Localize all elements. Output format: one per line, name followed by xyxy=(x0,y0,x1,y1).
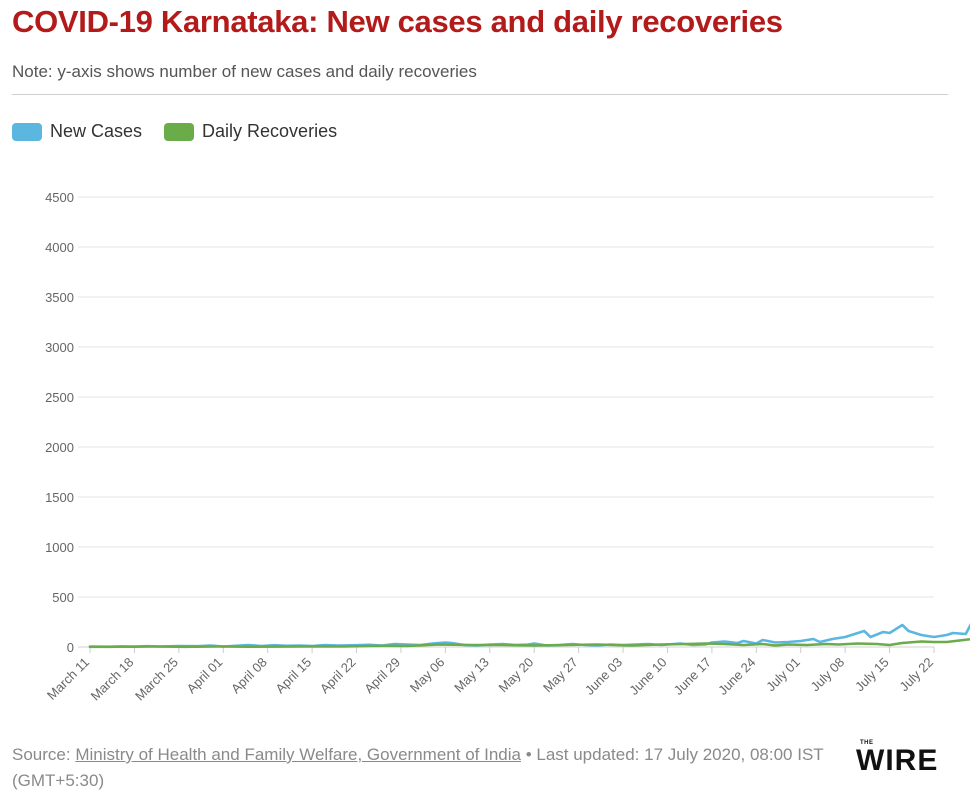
chart-gridlines xyxy=(78,196,934,648)
x-tick-label: April 08 xyxy=(228,655,270,697)
x-tick-label: May 13 xyxy=(451,655,492,696)
legend-item-daily-recoveries[interactable]: Daily Recoveries xyxy=(164,121,337,142)
chart-legend: New Cases Daily Recoveries xyxy=(12,121,337,142)
series-line-daily-recoveries xyxy=(88,637,970,649)
y-tick-label: 0 xyxy=(67,640,74,655)
x-tick-label: March 11 xyxy=(44,655,92,703)
y-tick-label: 2000 xyxy=(45,440,74,455)
y-tick-label: 4500 xyxy=(45,190,74,205)
legend-label-new-cases: New Cases xyxy=(50,121,143,141)
legend-swatch-new-cases xyxy=(12,122,42,141)
x-tick-label: April 29 xyxy=(361,655,403,697)
header-divider xyxy=(12,94,948,95)
x-tick-label: June 24 xyxy=(715,655,758,698)
x-tick-label: June 17 xyxy=(671,655,714,698)
y-tick-label: 3000 xyxy=(45,340,74,355)
y-tick-label: 500 xyxy=(52,590,74,605)
legend-label-daily-recoveries: Daily Recoveries xyxy=(202,121,338,141)
x-tick-label: June 03 xyxy=(582,655,625,698)
x-tick-label: May 20 xyxy=(496,655,537,696)
legend-swatch-daily-recoveries xyxy=(164,122,195,141)
chart-note: Note: y-axis shows number of new cases a… xyxy=(12,62,477,81)
y-tick-label: 1500 xyxy=(45,490,74,505)
footer-source: Source: Ministry of Health and Family We… xyxy=(12,742,832,794)
source-link[interactable]: Ministry of Health and Family Welfare, G… xyxy=(75,745,521,764)
x-tick-label: March 25 xyxy=(132,655,181,704)
x-tick-label: April 01 xyxy=(184,655,226,697)
x-tick-label: July 08 xyxy=(808,655,848,695)
x-tick-label: May 27 xyxy=(540,655,581,696)
source-prefix: Source: xyxy=(12,745,76,764)
x-tick-label: June 10 xyxy=(626,655,669,698)
chart-series xyxy=(88,623,970,649)
y-tick-label: 3500 xyxy=(45,290,74,305)
y-tick-label: 2500 xyxy=(45,390,74,405)
last-updated: • Last updated: 17 July 2020, 08:00 IST … xyxy=(12,745,824,790)
series-line-new-cases xyxy=(88,623,970,649)
the-wire-logo: THE WIRE xyxy=(856,740,950,777)
logo-wire-text: WIRE xyxy=(856,744,939,777)
y-tick-label: 4000 xyxy=(45,240,74,255)
x-tick-label: July 22 xyxy=(896,655,936,695)
x-tick-label: May 06 xyxy=(407,655,448,696)
x-tick-label: March 18 xyxy=(88,655,137,704)
chart-title: COVID-19 Karnataka: New cases and daily … xyxy=(12,4,783,39)
logo-the-text: THE xyxy=(860,740,874,746)
y-axis: 0 500 1000 1500 2000 2500 3000 3500 4000 4500 xyxy=(45,190,74,655)
x-tick-label: April 15 xyxy=(272,655,314,697)
x-tick-label: April 22 xyxy=(317,655,359,697)
x-tick-label: July 15 xyxy=(852,655,892,695)
legend-item-new-cases[interactable]: New Cases xyxy=(12,121,142,142)
x-tick-label: July 01 xyxy=(763,655,803,695)
line-chart: 0 500 1000 1500 2000 2500 3000 3500 4000 4500 Mar… xyxy=(44,190,970,703)
y-tick-label: 1000 xyxy=(45,540,74,555)
